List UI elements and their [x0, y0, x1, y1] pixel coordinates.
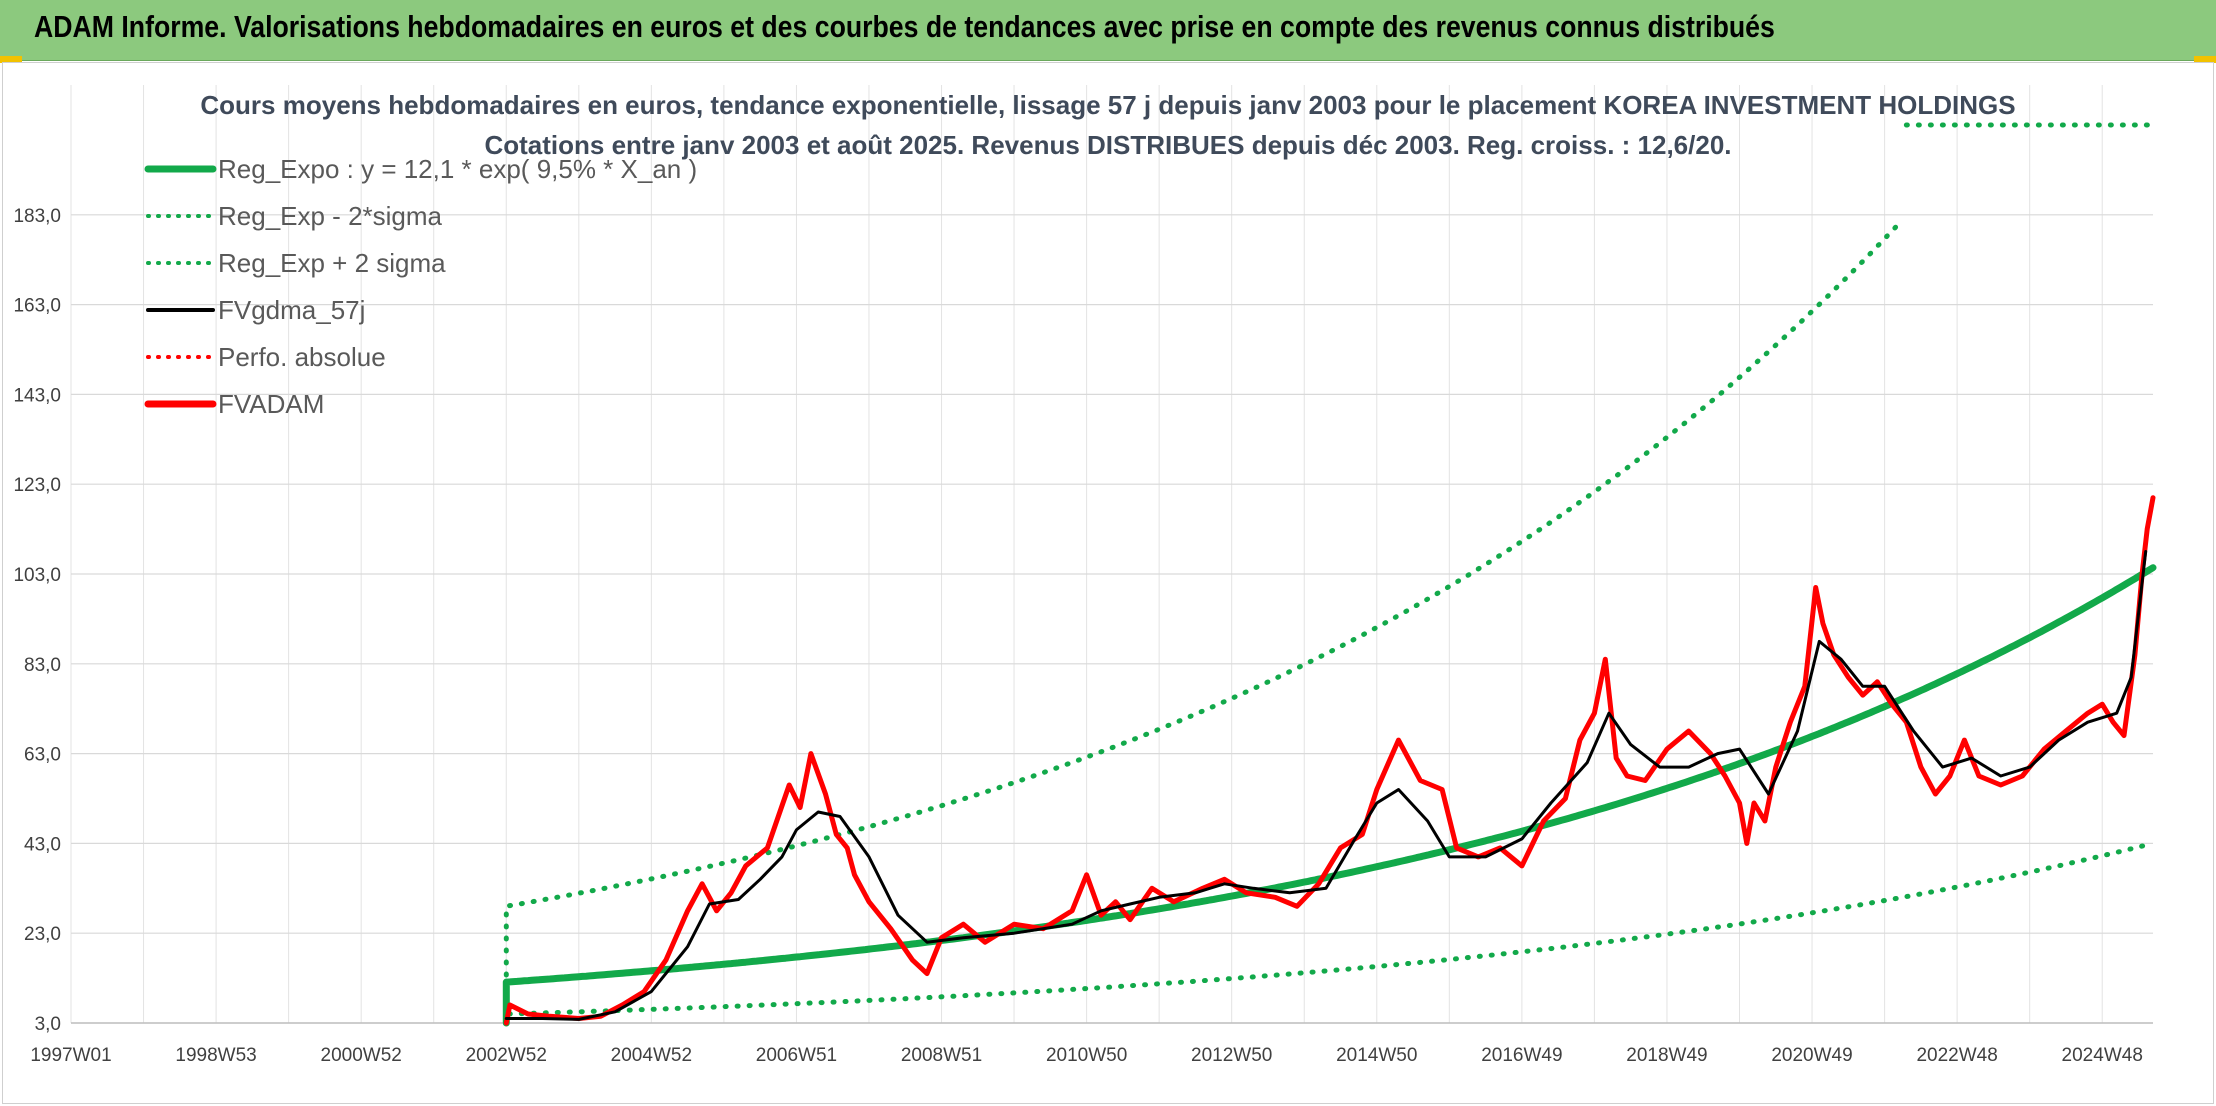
x-tick-label: 2022W48	[1916, 1045, 1997, 1066]
y-tick-label: 43,0	[24, 834, 61, 855]
y-tick-label: 183,0	[13, 206, 61, 227]
chart-frame: 3,0 23,0 43,0 63,0 83,0 103,0 123,0 143,0 163,0 1…	[2, 62, 2214, 1104]
x-tick-label: 2006W51	[756, 1045, 837, 1066]
plot-series	[502, 122, 2157, 1027]
y-tick-label: 143,0	[13, 385, 61, 406]
x-tick-label: 2016W49	[1481, 1045, 1562, 1066]
x-tick-label: 1998W53	[175, 1045, 256, 1066]
x-tick-label: 2004W52	[611, 1045, 692, 1066]
banner-corner-left	[0, 56, 22, 63]
y-tick-label: 123,0	[13, 475, 61, 496]
legend-label: Reg_Exp + 2 sigma	[218, 248, 446, 278]
y-tick-label: 63,0	[24, 745, 61, 766]
series-line-reg-expo-y-12-1-exp-9-5-x-an-	[502, 564, 2157, 1027]
y-tick-label: 83,0	[24, 655, 61, 676]
y-axis-ticks: 3,0 23,0 43,0 63,0 83,0 103,0 123,0 143,0 163,0 1…	[13, 206, 61, 1035]
x-tick-label: 2010W50	[1046, 1045, 1127, 1066]
series-line-reg-exp-2-sigma	[503, 220, 1902, 1026]
chart-title-line-1: Cours moyens hebdomadaires en euros, ten…	[200, 90, 2015, 120]
vertical-gridlines	[70, 85, 2103, 1023]
x-tick-label: 2014W50	[1336, 1045, 1417, 1066]
report-title: ADAM Informe. Valorisations hebdomadaire…	[34, 9, 1775, 44]
legend-label: Reg_Exp - 2*sigma	[218, 201, 443, 231]
x-tick-label: 2018W49	[1626, 1045, 1707, 1066]
x-tick-label: 2002W52	[466, 1045, 547, 1066]
chart-legend: Reg_Expo : y = 12,1 * exp( 9,5% * X_an )…	[144, 154, 697, 419]
x-tick-label: 2008W51	[901, 1045, 982, 1066]
y-tick-label: 23,0	[24, 924, 61, 945]
report-banner: ADAM Informe. Valorisations hebdomadaire…	[0, 0, 2216, 61]
legend-label: Reg_Expo : y = 12,1 * exp( 9,5% * X_an )	[218, 154, 697, 184]
x-tick-label: 2020W49	[1771, 1045, 1852, 1066]
chart-title-line-2: Cotations entre janv 2003 et août 2025. …	[484, 130, 1731, 160]
horizontal-gridlines	[71, 214, 2153, 1024]
legend-label: FVADAM	[218, 389, 324, 419]
series-line-fvadam	[503, 495, 2156, 1026]
x-tick-label: 2000W52	[321, 1045, 402, 1066]
series-line-fvgdma-57j	[504, 550, 2148, 1021]
x-tick-label: 1997W01	[30, 1045, 111, 1066]
y-tick-label: 163,0	[13, 296, 61, 317]
legend-label: Perfo. absolue	[218, 342, 386, 372]
legend-label: FVgdma_57j	[218, 295, 365, 325]
x-tick-label: 2012W50	[1191, 1045, 1272, 1066]
y-tick-label: 3,0	[35, 1014, 61, 1035]
x-axis-ticks: 1997W01 1998W53 2000W52 2002W52 2004W52 2006W…	[30, 1045, 2143, 1066]
y-tick-label: 103,0	[13, 565, 61, 586]
banner-corner-right	[2194, 56, 2216, 63]
trend-chart: 3,0 23,0 43,0 63,0 83,0 103,0 123,0 143,0 163,0 1…	[13, 85, 2157, 1066]
x-tick-label: 2024W48	[2062, 1045, 2143, 1066]
